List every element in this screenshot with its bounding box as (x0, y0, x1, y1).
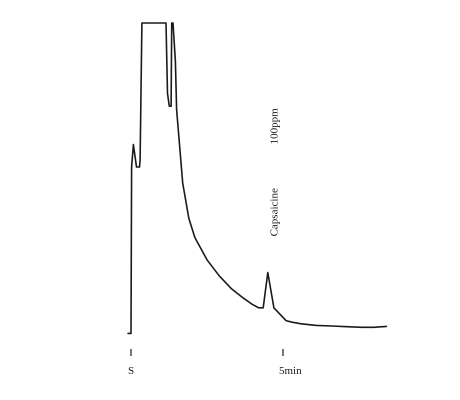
annotation-concentration: 100ppm (268, 108, 280, 145)
x-tick-label-0: S (128, 365, 134, 377)
x-tick-label-1: 5min (279, 365, 302, 377)
peak-annotation: Capsaicine 100ppm (268, 108, 280, 237)
chromatogram-trace (127, 22, 388, 335)
annotation-compound: Capsaicine (268, 188, 280, 236)
tick-labels: S 5min (128, 365, 302, 377)
x-axis-ticks (130, 349, 284, 356)
